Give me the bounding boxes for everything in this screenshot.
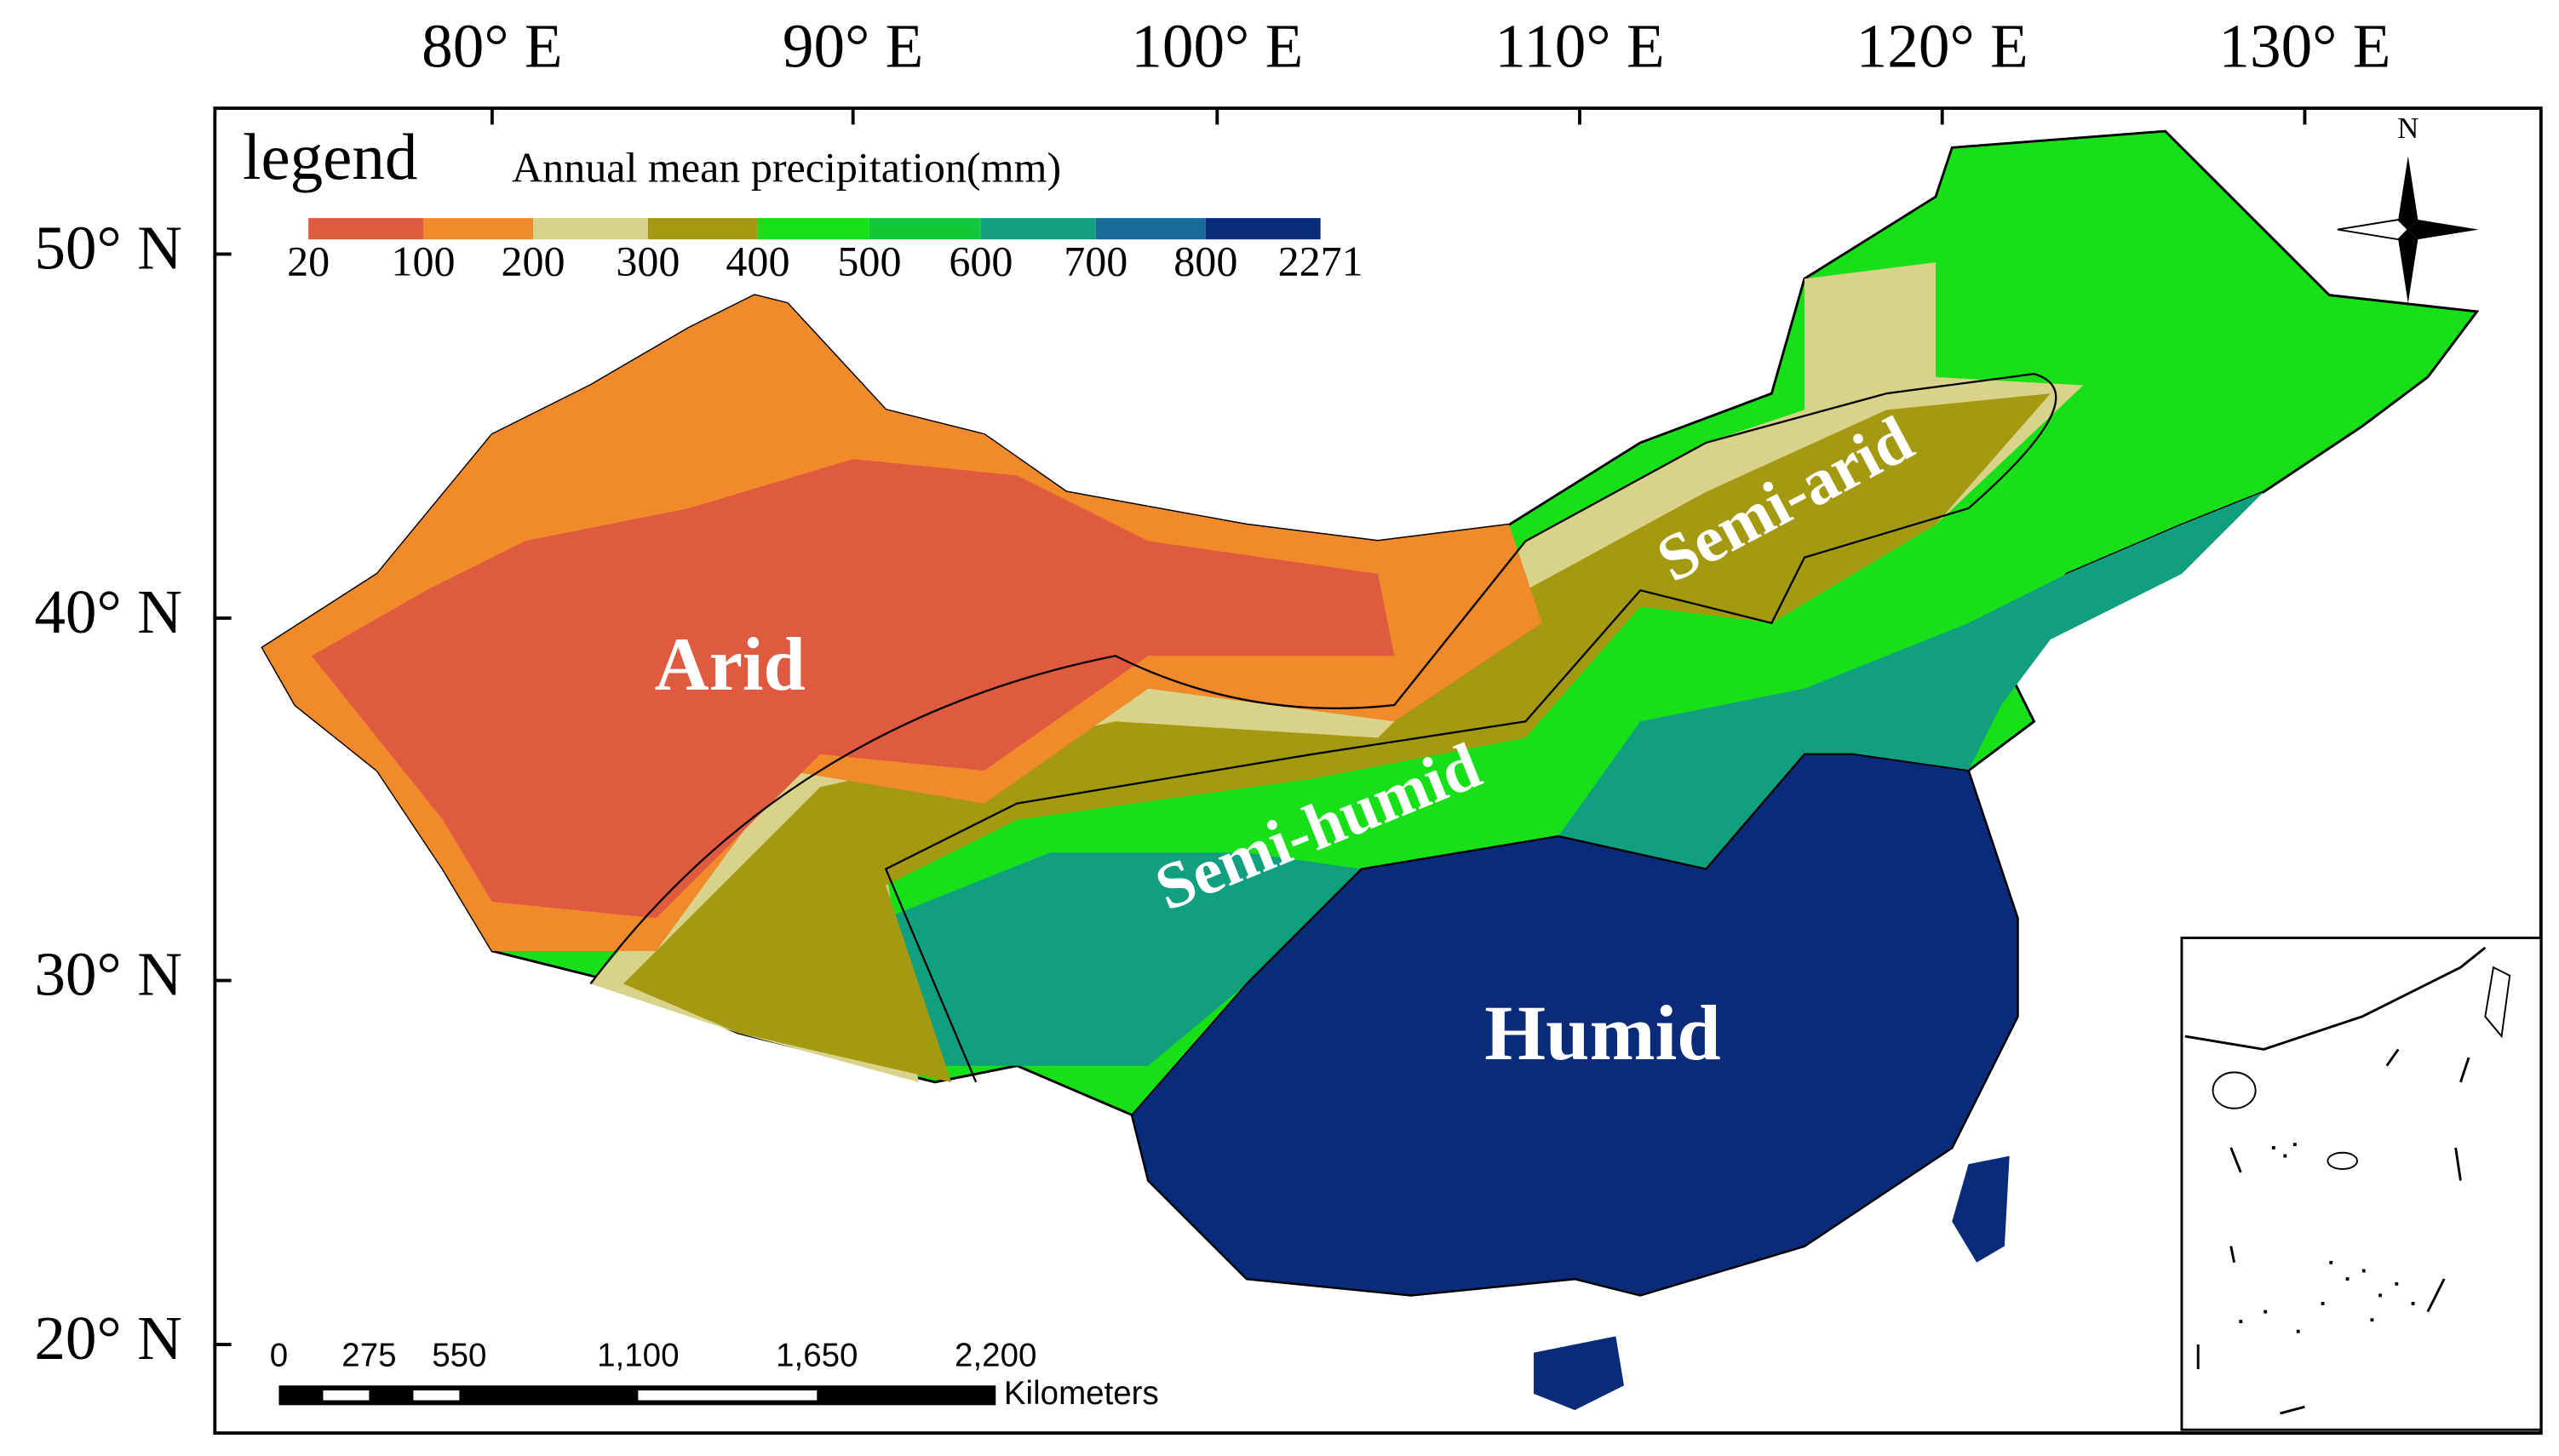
legend-break: 200 bbox=[501, 237, 565, 284]
semi-arid-olive bbox=[623, 393, 2051, 1082]
scale-segment bbox=[638, 1390, 818, 1401]
legend-break: 500 bbox=[837, 237, 901, 284]
taiwan bbox=[1952, 1155, 2010, 1263]
scale-outline bbox=[278, 1385, 996, 1406]
scale-segment bbox=[413, 1390, 460, 1401]
legend-break: 400 bbox=[726, 237, 789, 284]
lon-label: 110° E bbox=[1495, 11, 1664, 80]
region-label: Humid bbox=[1484, 989, 1720, 1076]
scale-label: 550 bbox=[432, 1338, 486, 1374]
legend-bar: 20 100 200 300 400 500 600 700 800 2271 bbox=[287, 218, 1363, 284]
zone-boundary bbox=[589, 372, 2057, 1083]
legend-break: 600 bbox=[949, 237, 1013, 284]
legend-swatch bbox=[869, 218, 981, 240]
graticule-ticks: 80° E 90° E 100° E 110° E 120° E 130° E 50° N 4… bbox=[34, 11, 2390, 1372]
scale-segment bbox=[323, 1390, 370, 1401]
teal-zone bbox=[886, 852, 1362, 1066]
scale-label: 0 bbox=[270, 1338, 288, 1374]
lat-label: 40° N bbox=[34, 577, 182, 646]
lon-label: 130° E bbox=[2218, 11, 2390, 80]
lat-label: 30° N bbox=[34, 939, 182, 1008]
legend-swatch bbox=[422, 218, 534, 240]
lon-label: 120° E bbox=[1856, 11, 2028, 80]
lon-label: 90° E bbox=[783, 11, 923, 80]
semi-arid-beige bbox=[590, 262, 2084, 1082]
lon-label: 100° E bbox=[1131, 11, 1303, 80]
legend-swatch bbox=[1205, 218, 1321, 240]
legend-break: 700 bbox=[1064, 237, 1127, 284]
land bbox=[261, 129, 2480, 1411]
legend-break: 100 bbox=[391, 237, 455, 284]
legend-break: 20 bbox=[287, 237, 330, 284]
inset-map bbox=[2180, 937, 2543, 1431]
legend-subtitle: Annual mean precipitation(mm) bbox=[512, 144, 1061, 192]
zone-boundary bbox=[1246, 753, 1854, 985]
legend-break: 300 bbox=[616, 237, 680, 284]
lat-label: 50° N bbox=[34, 213, 182, 282]
lon-label: 80° E bbox=[422, 11, 562, 80]
scale-label: 1,650 bbox=[776, 1338, 858, 1374]
north-label: N bbox=[2397, 112, 2418, 145]
scale-unit: Kilometers bbox=[1004, 1375, 1159, 1412]
scale-label: 275 bbox=[341, 1338, 396, 1374]
legend-swatch bbox=[533, 218, 648, 240]
humid-zone bbox=[1131, 753, 2019, 1297]
teal-zone bbox=[1558, 491, 2264, 869]
scale-label: 2,200 bbox=[955, 1338, 1036, 1374]
legend-swatch bbox=[1095, 218, 1206, 240]
legend-break: 800 bbox=[1173, 237, 1237, 284]
north-arrow: N bbox=[2337, 112, 2479, 304]
legend-swatch bbox=[757, 218, 869, 240]
legend-swatch bbox=[980, 218, 1096, 240]
scale-label: 1,100 bbox=[597, 1338, 679, 1374]
legend-swatch bbox=[647, 218, 758, 240]
arid-red bbox=[311, 459, 1395, 919]
legend-swatch bbox=[308, 218, 423, 240]
legend-title: legend bbox=[243, 120, 417, 193]
map-frame bbox=[213, 106, 2543, 1435]
legend-break: 2271 bbox=[1278, 237, 1363, 284]
hainan bbox=[1534, 1336, 1625, 1411]
region-label: Arid bbox=[655, 623, 806, 707]
lat-label: 20° N bbox=[34, 1304, 182, 1373]
